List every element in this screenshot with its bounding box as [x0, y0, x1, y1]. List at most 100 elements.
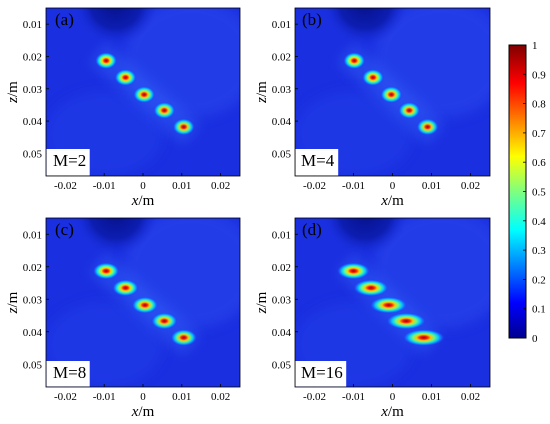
x-tick-label: 0.01 — [172, 391, 191, 403]
y-axis-label: z/m — [254, 291, 270, 314]
m-annotation: M=8 — [53, 363, 86, 382]
y-axis-label: z/m — [5, 81, 21, 104]
focal-spot-5 — [170, 329, 197, 347]
heatmap-field — [295, 8, 490, 176]
focal-spot-2 — [114, 68, 137, 86]
y-tick-label: 0.01 — [23, 229, 42, 241]
y-tick-label: 0.01 — [272, 19, 291, 31]
focal-spot-2 — [353, 279, 389, 297]
y-tick-label: 0.05 — [23, 359, 43, 371]
annotation-box — [295, 361, 347, 387]
panel-c: -0.02 -0.01 0 0.01 0.02 0.01 0.02 0.03 0.04 0.05 x… — [5, 217, 241, 420]
focal-spot-1 — [95, 52, 118, 70]
x-tick-label: -0.02 — [54, 180, 77, 192]
y-tick-label: 0.02 — [272, 262, 291, 274]
colorbar-tick-label: 0.7 — [532, 128, 546, 140]
y-axis-label: z/m — [254, 81, 270, 104]
annotation-box — [46, 361, 90, 387]
focal-spot-3 — [380, 86, 403, 104]
x-tick-label: 0.02 — [461, 180, 480, 192]
y-tick-label: 0.02 — [23, 262, 42, 274]
y-tick-label: 0.04 — [23, 116, 43, 128]
x-tick-label: 0.02 — [211, 391, 230, 403]
heatmap-field — [46, 8, 240, 176]
colorbar-tick-label: 0.5 — [532, 187, 546, 199]
panel-label: (a) — [55, 10, 74, 29]
x-tick-label: 0 — [390, 391, 396, 403]
y-tick-label: 0.05 — [272, 148, 292, 160]
colorbar: 0 0.1 0.2 0.3 0.4 0.5 0.6 0.7 0.8 0.9 1 — [508, 40, 546, 345]
focal-spot-2 — [112, 279, 139, 297]
focal-spot-1 — [343, 52, 366, 70]
panel-label: (c) — [55, 220, 74, 239]
x-axis-label: x/m — [380, 404, 404, 420]
x-tick-label: 0.01 — [422, 180, 441, 192]
y-tick-label: 0.05 — [23, 148, 43, 160]
panel-b: -0.02 -0.01 0 0.01 0.02 0.01 0.02 0.03 0.04 0.05 x… — [254, 7, 491, 209]
x-axis-label: x/m — [131, 193, 155, 209]
focal-spot-3 — [133, 86, 156, 104]
colorbar-tick-label: 0.9 — [532, 69, 546, 81]
panel-a: -0.02 -0.01 0 0.01 0.02 0.01 0.02 0.03 0.04 0.05 x… — [5, 7, 241, 209]
colorbar-tick-label: 0.4 — [532, 216, 546, 228]
x-tick-label: -0.02 — [54, 391, 77, 403]
x-tick-label: 0 — [390, 180, 396, 192]
colorbar-tick-label: 0 — [532, 333, 538, 345]
shadow-region — [322, 8, 408, 46]
panel-label: (d) — [302, 220, 322, 239]
y-tick-label: 0.03 — [23, 294, 43, 306]
y-tick-label: 0.01 — [23, 19, 42, 31]
colorbar-tick-label: 0.1 — [532, 304, 546, 316]
x-axis-label: x/m — [131, 404, 155, 420]
x-tick-label: -0.01 — [342, 180, 365, 192]
m-annotation: M=2 — [53, 151, 86, 170]
y-tick-label: 0.03 — [272, 294, 292, 306]
focal-spot-4 — [386, 312, 426, 330]
y-tick-label: 0.04 — [272, 116, 292, 128]
x-tick-label: 0.02 — [461, 391, 480, 403]
heatmap-field — [46, 218, 240, 387]
focal-spot-1 — [337, 262, 370, 280]
shadow-region — [73, 8, 159, 46]
x-tick-label: -0.02 — [303, 180, 326, 192]
panel-d: -0.02 -0.01 0 0.01 0.02 0.01 0.02 0.03 0.04 0.05 x… — [254, 217, 491, 420]
x-tick-label: 0 — [140, 391, 146, 403]
colorbar-tick-label: 0.6 — [532, 157, 546, 169]
y-tick-label: 0.01 — [272, 229, 291, 241]
x-tick-label: -0.02 — [303, 391, 326, 403]
x-tick-label: -0.01 — [342, 391, 365, 403]
focal-spot-3 — [369, 296, 408, 314]
colorbar-tick-label: 0.3 — [532, 245, 546, 257]
colorbar-tick-label: 0.8 — [532, 99, 546, 111]
colorbar-tick-label: 0.2 — [532, 274, 546, 286]
focal-spot-3 — [131, 296, 159, 314]
x-tick-label: 0.01 — [422, 391, 441, 403]
y-axis-label: z/m — [5, 291, 21, 314]
focal-spot-1 — [92, 262, 120, 280]
colorbar-tick-label: 1 — [532, 40, 538, 52]
annotation-box — [46, 149, 90, 176]
m-annotation: M=16 — [301, 363, 343, 382]
focal-spot-2 — [362, 68, 384, 86]
shadow-region — [73, 218, 159, 256]
focal-spot-5 — [172, 118, 195, 136]
x-tick-label: 0 — [140, 180, 146, 192]
m-annotation: M=4 — [301, 151, 335, 170]
panel-label: (b) — [302, 10, 322, 29]
x-tick-label: 0.02 — [211, 180, 230, 192]
y-tick-label: 0.04 — [272, 327, 292, 339]
focal-spot-4 — [151, 312, 178, 330]
focal-spot-5 — [416, 118, 439, 136]
x-tick-label: 0.01 — [172, 180, 191, 192]
x-axis-label: x/m — [380, 193, 404, 209]
shadow-region — [322, 218, 408, 256]
x-tick-label: -0.01 — [93, 180, 116, 192]
y-tick-label: 0.02 — [23, 51, 42, 63]
y-tick-label: 0.03 — [23, 84, 43, 96]
focal-spot-4 — [398, 101, 421, 119]
y-tick-label: 0.04 — [23, 327, 43, 339]
y-tick-label: 0.02 — [272, 51, 291, 63]
annotation-box — [295, 149, 339, 176]
heatmap-field — [295, 218, 490, 387]
